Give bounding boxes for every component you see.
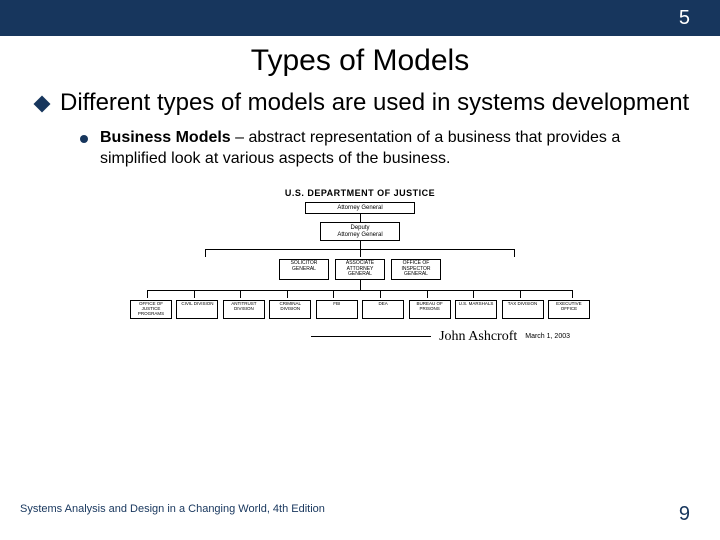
page-number: 9: [679, 503, 690, 526]
slide-footer: Systems Analysis and Design in a Changin…: [0, 503, 720, 526]
org-signature-row: John Ashcroft March 1, 2003: [130, 329, 590, 345]
org-deputy-box: Deputy Attorney General: [320, 222, 400, 241]
org-chart: U.S. DEPARTMENT OF JUSTICE Attorney Gene…: [130, 188, 590, 345]
chapter-number: 5: [679, 7, 690, 30]
org-branch-leaves: [138, 290, 582, 310]
footer-source: Systems Analysis and Design in a Changin…: [20, 503, 325, 526]
main-bullet-text: Different types of models are used in sy…: [60, 88, 689, 118]
sub-bullet-text: Business Models – abstract representatio…: [100, 128, 680, 170]
main-bullet-row: Different types of models are used in sy…: [0, 88, 720, 118]
signature-text: John Ashcroft: [439, 329, 517, 345]
org-connector: [360, 280, 361, 290]
org-branch-3: [138, 249, 582, 269]
org-chart-heading: U.S. DEPARTMENT OF JUSTICE: [130, 188, 590, 198]
diamond-bullet-icon: [34, 96, 51, 113]
signature-date: March 1, 2003: [525, 333, 570, 340]
org-top-box: Attorney General: [305, 202, 415, 215]
sub-bullet-row: Business Models – abstract representatio…: [0, 128, 720, 170]
org-connector: [360, 241, 361, 249]
slide-title: Types of Models: [0, 44, 720, 78]
signature-line: [311, 336, 431, 337]
header-bar: 5: [0, 0, 720, 36]
sub-bullet-strong: Business Models: [100, 129, 231, 146]
round-bullet-icon: [80, 135, 88, 143]
org-connector: [360, 214, 361, 222]
